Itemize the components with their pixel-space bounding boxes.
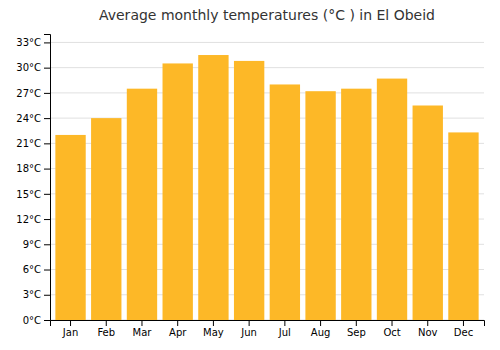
title: Average monthly temperatures (°C ) in El… xyxy=(99,7,435,23)
bar xyxy=(234,61,264,320)
tick-label: Sep xyxy=(347,327,366,338)
tick: 12°C xyxy=(16,214,50,225)
chart-container: 0°C 3°C 6°C 9°C 12°C 15°C 18°C 21°C 24°C 27°C 30°C… xyxy=(0,0,500,350)
tick-label: 18°C xyxy=(16,163,41,174)
tick-label: 15°C xyxy=(16,189,41,200)
tick: 27°C xyxy=(16,88,50,99)
tick-label: Jan xyxy=(62,327,78,338)
tick-label: 33°C xyxy=(16,37,41,48)
tick-mark xyxy=(427,320,428,326)
tick-mark xyxy=(356,320,357,326)
tick-mark xyxy=(44,118,50,119)
bar xyxy=(198,55,228,320)
tick-mark xyxy=(44,194,50,195)
tick: 21°C xyxy=(16,138,50,149)
tick-mark xyxy=(44,295,50,296)
tick: 33°C xyxy=(16,37,50,48)
tick-mark xyxy=(463,320,464,326)
grid-line xyxy=(50,67,484,68)
tick-label: 21°C xyxy=(16,138,41,149)
tick-label: Feb xyxy=(97,327,115,338)
bar xyxy=(270,84,300,320)
bar xyxy=(305,91,335,320)
chart-svg: 0°C 3°C 6°C 9°C 12°C 15°C 18°C 21°C 24°C 27°C 30°C… xyxy=(0,0,500,350)
tick-mark xyxy=(44,143,50,144)
tick-mark xyxy=(44,42,50,43)
tick: 15°C xyxy=(16,189,50,200)
tick-label: 9°C xyxy=(23,239,41,250)
tick-label: Mar xyxy=(133,327,153,338)
tick-label: Oct xyxy=(383,327,400,338)
bar xyxy=(341,89,371,320)
tick-mark xyxy=(44,320,50,321)
bar xyxy=(377,79,407,320)
tick-mark xyxy=(44,93,50,94)
tick: 6°C xyxy=(23,264,50,275)
grid-line xyxy=(50,42,484,43)
tick: Jul xyxy=(278,320,291,338)
tick-label: Nov xyxy=(418,327,438,338)
tick: 24°C xyxy=(16,113,50,124)
tick-label: Jul xyxy=(278,327,291,338)
tick-mark xyxy=(106,320,107,326)
bar xyxy=(413,106,443,321)
tick-mark xyxy=(44,244,50,245)
bar xyxy=(91,118,121,320)
axis-line xyxy=(44,35,51,321)
tick-mark xyxy=(249,320,250,326)
axis-line xyxy=(51,321,485,327)
bars xyxy=(55,55,478,320)
tick: Dec xyxy=(454,320,473,338)
tick: Aug xyxy=(311,320,331,338)
tick-mark xyxy=(44,219,50,220)
tick: Jun xyxy=(240,320,257,338)
tick-label: 6°C xyxy=(23,264,41,275)
tick: 3°C xyxy=(23,289,50,300)
tick-mark xyxy=(44,68,50,69)
bar xyxy=(448,132,478,320)
tick-mark xyxy=(320,320,321,326)
tick: Apr xyxy=(169,320,187,338)
tick-mark xyxy=(70,320,71,326)
tick: Nov xyxy=(418,320,438,338)
tick-mark xyxy=(44,169,50,170)
tick-label: May xyxy=(203,327,224,338)
tick: Mar xyxy=(133,320,153,338)
tick: 9°C xyxy=(23,239,50,250)
tick: 0°C xyxy=(23,315,50,326)
tick-mark xyxy=(177,320,178,326)
tick: 18°C xyxy=(16,163,50,174)
tick-label: 12°C xyxy=(16,214,41,225)
tick-mark xyxy=(141,320,142,326)
tick-label: 30°C xyxy=(16,62,41,73)
tick: 30°C xyxy=(16,62,50,73)
grid xyxy=(50,42,484,320)
bar xyxy=(127,89,157,320)
x-axis: Jan Feb Mar Apr May Jun Jul Aug Sep Oct Nov Dec xyxy=(51,320,485,338)
tick-mark xyxy=(392,320,393,326)
bar xyxy=(55,135,85,320)
tick-mark xyxy=(284,320,285,326)
tick-mark xyxy=(213,320,214,326)
plot-area: 0°C 3°C 6°C 9°C 12°C 15°C 18°C 21°C 24°C 27°C 30°C… xyxy=(16,35,484,339)
tick-label: Aug xyxy=(311,327,331,338)
tick-label: Jun xyxy=(240,327,257,338)
tick-label: 0°C xyxy=(23,315,41,326)
tick: May xyxy=(203,320,224,338)
tick: Feb xyxy=(97,320,115,338)
grid-line xyxy=(50,92,484,93)
bar xyxy=(163,63,193,320)
tick-label: 27°C xyxy=(16,88,41,99)
tick-label: Apr xyxy=(169,327,187,338)
tick-label: 3°C xyxy=(23,289,41,300)
tick-label: Dec xyxy=(454,327,473,338)
tick-label: 24°C xyxy=(16,113,41,124)
y-axis: 0°C 3°C 6°C 9°C 12°C 15°C 18°C 21°C 24°C 27°C 30°C… xyxy=(16,35,50,326)
tick: Jan xyxy=(62,320,78,338)
tick: Oct xyxy=(383,320,400,338)
tick: Sep xyxy=(347,320,366,338)
tick-mark xyxy=(44,270,50,271)
